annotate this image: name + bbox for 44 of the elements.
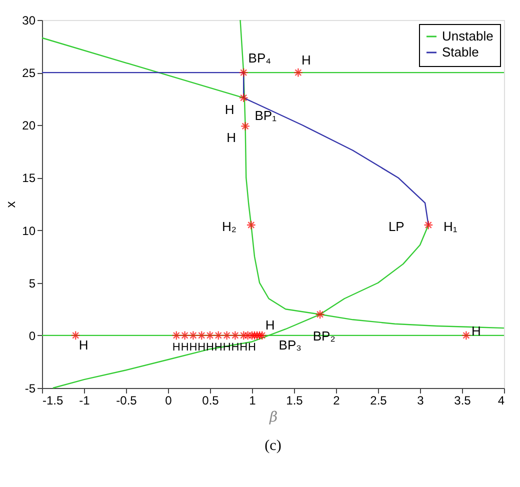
x-tick-label: -1 [79,394,90,408]
y-tick-label: 30 [22,14,36,28]
y-tick-label: -5 [24,382,36,396]
legend-label: Stable [442,44,479,60]
x-tick-label: 3.5 [454,394,472,408]
annotation: H [224,102,234,117]
annotation: H [302,52,311,68]
text: (c) [264,438,282,454]
x-tick-label: 1.5 [286,394,304,408]
annotation: H [472,323,481,338]
annotation: H [172,341,180,354]
x-tick-label: -1.5 [42,394,64,408]
y-tick-label: 10 [22,224,36,238]
y-tick-label: 0 [28,328,36,343]
annotation: H [180,341,189,354]
annotation: H [226,130,236,146]
annotation: H [240,341,248,354]
x-tick-label: 0.5 [202,394,220,408]
x-tick-label: 2 [333,394,340,408]
annotation: H [248,341,256,354]
annotation: H [189,341,198,354]
annotation: H [265,317,275,332]
annotation: BP₁ [254,108,278,123]
y-tick-label: 20 [22,118,36,133]
x-tick-label: 4 [498,394,505,408]
annotation: BP₄ [248,50,271,66]
annotation: H [231,341,240,354]
x-tick-label: 2.5 [370,394,388,408]
y-tick-label: 5 [28,276,36,290]
y-axis-title: x [3,200,18,208]
annotation: H [198,341,206,354]
x-axis-title: β [268,410,278,426]
annotation: H₁ [444,219,458,234]
annotation: LP [388,219,404,234]
x-tick-label: -0.5 [116,394,138,408]
y-tick-label: 25 [22,66,36,80]
x-tick-label: 3 [417,394,424,408]
annotation: BP₃ [278,337,302,352]
legend-label: Unstable [442,28,494,44]
x-tick-label: 1 [249,394,256,408]
annotation: H₂ [222,219,236,234]
annotation: H [78,337,88,352]
x-tick-label: 0 [165,394,172,408]
y-tick-label: 15 [22,171,36,186]
